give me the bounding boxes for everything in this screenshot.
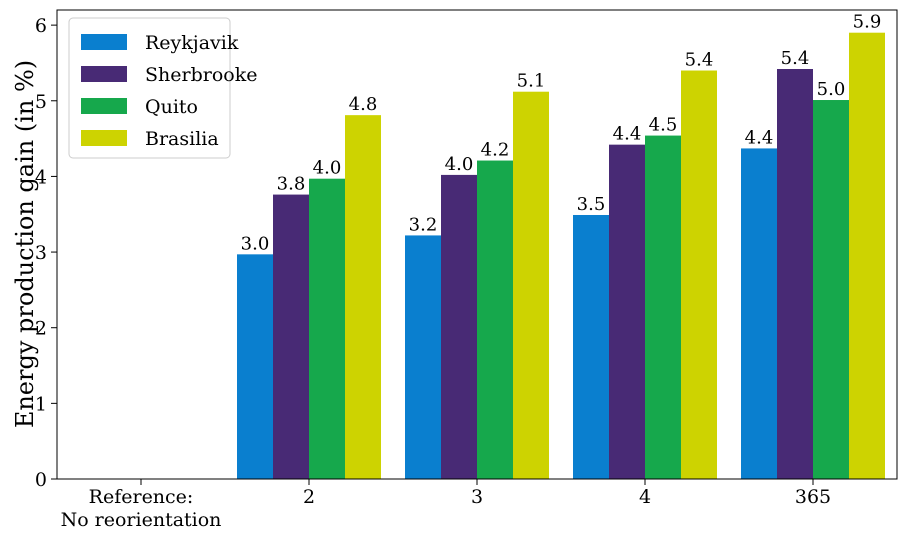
y-tick-label: 1 [35, 393, 47, 415]
x-tick-label: 4 [639, 486, 651, 508]
bar-quito-1 [309, 178, 345, 479]
legend-box [68, 17, 231, 159]
legend-swatch-brasilia [81, 130, 127, 146]
legend-label-brasilia: Brasilia [145, 128, 219, 150]
data-label-quito-2: 4.2 [481, 140, 510, 161]
bar-reykjavik-4 [741, 148, 777, 479]
data-label-quito-1: 4.0 [313, 158, 342, 179]
y-axis-title: Energy production gain (in %) [11, 60, 39, 428]
legend-label-quito: Quito [145, 96, 198, 118]
y-tick-label: 3 [35, 242, 47, 264]
legend-swatch-sherbrooke [81, 66, 127, 82]
x-tick-label: 3 [471, 486, 483, 508]
bar-sherbrooke-3 [609, 144, 645, 480]
bars-layer [237, 32, 885, 480]
y-tick-label: 4 [35, 166, 47, 188]
data-label-sherbrooke-1: 3.8 [277, 174, 306, 195]
data-labels-layer: 3.0 3.8 4.0 4.8 3.2 4.0 4.2 5.1 3.5 4.4 4.5 5.4 4.4 5… [241, 12, 882, 255]
data-label-sherbrooke-3: 4.4 [613, 124, 642, 145]
x-tick-label: Reference: No reorientation [61, 486, 222, 528]
legend-swatch-reykjavik [81, 34, 127, 50]
data-label-reykjavik-3: 3.5 [577, 194, 606, 215]
bar-sherbrooke-2 [441, 174, 477, 480]
bar-reykjavik-1 [237, 254, 273, 479]
bar-quito-3 [645, 135, 681, 479]
data-label-reykjavik-2: 3.2 [409, 214, 438, 235]
data-label-quito-4: 5.0 [817, 79, 846, 100]
bar-brasilia-2 [513, 91, 549, 479]
data-label-brasilia-2: 5.1 [517, 71, 546, 92]
y-tick-label: 6 [35, 15, 47, 37]
bar-brasilia-4 [849, 32, 885, 480]
bar-reykjavik-3 [573, 214, 609, 479]
legend-label-reykjavik: Reykjavik [145, 32, 239, 54]
data-label-sherbrooke-2: 4.0 [445, 154, 474, 175]
data-label-reykjavik-1: 3.0 [241, 233, 270, 254]
data-label-brasilia-3: 5.4 [685, 50, 714, 71]
y-tick-label: 5 [35, 91, 47, 113]
data-label-sherbrooke-4: 5.4 [781, 48, 810, 69]
x-tick-label: 2 [303, 486, 315, 508]
axes-layer: 0 1 2 3 4 5 6 Reference: No reorientation 2 3 4 365 [35, 9, 898, 531]
bar-quito-2 [477, 160, 513, 479]
data-label-brasilia-1: 4.8 [349, 94, 378, 115]
y-tick-label: 0 [35, 469, 47, 491]
bar-sherbrooke-4 [777, 69, 813, 479]
bar-brasilia-1 [345, 115, 381, 479]
bar-reykjavik-2 [405, 235, 441, 479]
legend-swatch-quito [81, 98, 127, 114]
legend-label-sherbrooke: Sherbrooke [145, 64, 257, 86]
y-tick-label: 2 [35, 318, 47, 340]
bar-brasilia-3 [681, 70, 717, 480]
data-label-reykjavik-4: 4.4 [745, 127, 774, 148]
x-tick-label: 365 [795, 486, 831, 508]
legend: Reykjavik Sherbrooke Quito Brasilia [68, 17, 257, 159]
data-label-quito-3: 4.5 [649, 115, 678, 136]
bar-sherbrooke-1 [273, 194, 309, 479]
bar-quito-4 [813, 100, 849, 480]
data-label-brasilia-4: 5.9 [853, 12, 882, 33]
